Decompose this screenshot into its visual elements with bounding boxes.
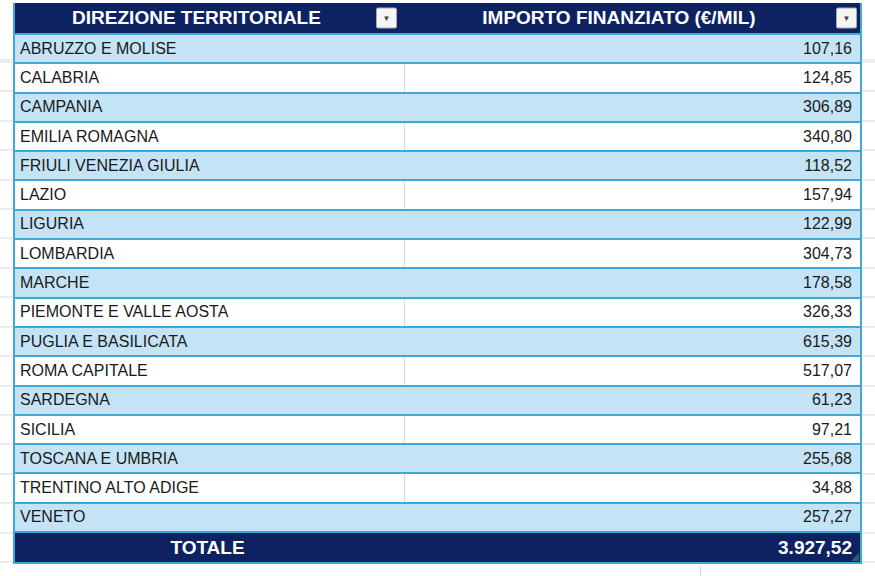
table-row: EMILIA ROMAGNA 340,80 (15, 121, 860, 150)
table-row: LOMBARDIA 304,73 (15, 238, 860, 267)
finanziamenti-table: DIREZIONE TERRITORIALE ▼ IMPORTO FINANZI… (13, 3, 862, 564)
amount-cell[interactable]: 34,88 (400, 479, 860, 497)
amount-cell[interactable]: 107,16 (400, 40, 860, 58)
table-row: TRENTINO ALTO ADIGE 34,88 (15, 472, 860, 501)
amount-cell[interactable]: 615,39 (400, 333, 860, 351)
table-row: SARDEGNA 61,23 (15, 385, 860, 414)
region-name-cell[interactable]: TRENTINO ALTO ADIGE (15, 479, 400, 497)
region-name-cell[interactable]: FRIULI VENEZIA GIULIA (15, 157, 400, 175)
region-name-cell[interactable]: LAZIO (15, 186, 400, 204)
region-name-cell[interactable]: PUGLIA E BASILICATA (15, 333, 400, 351)
sheet-left-gutter (0, 33, 13, 564)
table-body: ABRUZZO E MOLISE 107,16 CALABRIA 124,85 … (15, 33, 860, 531)
amount-cell[interactable]: 124,85 (400, 69, 860, 87)
header-label-importo: IMPORTO FINANZIATO (€/MIL) (482, 7, 777, 29)
region-name-cell[interactable]: MARCHE (15, 274, 400, 292)
sheet-right-gutter (862, 33, 875, 564)
filter-dropdown-button-direzione[interactable]: ▼ (376, 8, 397, 29)
region-name-cell[interactable]: PIEMONTE E VALLE AOSTA (15, 303, 400, 321)
table-row: FRIULI VENEZIA GIULIA 118,52 (15, 150, 860, 179)
table-total-row: TOTALE 3.927,52 (15, 531, 860, 562)
amount-cell[interactable]: 97,21 (400, 421, 860, 439)
region-name-cell[interactable]: SARDEGNA (15, 391, 400, 409)
table-row: CAMPANIA 306,89 (15, 92, 860, 121)
total-value-cell[interactable]: 3.927,52 (400, 537, 860, 559)
header-cell-direzione[interactable]: DIREZIONE TERRITORIALE ▼ (15, 3, 400, 33)
region-name-cell[interactable]: VENETO (15, 508, 400, 526)
region-name-cell[interactable]: LOMBARDIA (15, 245, 400, 263)
sheet-gridline-below (700, 566, 701, 576)
region-name-cell[interactable]: TOSCANA E UMBRIA (15, 450, 400, 468)
table-row: PIEMONTE E VALLE AOSTA 326,33 (15, 297, 860, 326)
table-header-row: DIREZIONE TERRITORIALE ▼ IMPORTO FINANZI… (15, 3, 860, 33)
region-name-cell[interactable]: LIGURIA (15, 215, 400, 233)
filter-dropdown-icon: ▼ (383, 14, 391, 22)
header-label-direzione: DIREZIONE TERRITORIALE (72, 7, 343, 29)
header-cell-importo[interactable]: IMPORTO FINANZIATO (€/MIL) ▼ (400, 3, 860, 33)
table-row: TOSCANA E UMBRIA 255,68 (15, 443, 860, 472)
table-row: LAZIO 157,94 (15, 179, 860, 208)
amount-cell[interactable]: 517,07 (400, 362, 860, 380)
amount-cell[interactable]: 61,23 (400, 391, 860, 409)
region-name-cell[interactable]: ABRUZZO E MOLISE (15, 40, 400, 58)
table-row: SICILIA 97,21 (15, 414, 860, 443)
total-label-cell[interactable]: TOTALE (15, 537, 400, 559)
table-row: CALABRIA 124,85 (15, 62, 860, 91)
table-row: MARCHE 178,58 (15, 267, 860, 296)
table-row: ROMA CAPITALE 517,07 (15, 355, 860, 384)
filter-dropdown-button-importo[interactable]: ▼ (836, 8, 857, 29)
region-name-cell[interactable]: SICILIA (15, 421, 400, 439)
amount-cell[interactable]: 340,80 (400, 128, 860, 146)
amount-cell[interactable]: 306,89 (400, 98, 860, 116)
table-row: ABRUZZO E MOLISE 107,16 (15, 33, 860, 62)
region-name-cell[interactable]: EMILIA ROMAGNA (15, 128, 400, 146)
region-name-cell[interactable]: CALABRIA (15, 69, 400, 87)
amount-cell[interactable]: 257,27 (400, 508, 860, 526)
spreadsheet-canvas: DIREZIONE TERRITORIALE ▼ IMPORTO FINANZI… (0, 0, 875, 576)
table-row: VENETO 257,27 (15, 502, 860, 531)
amount-cell[interactable]: 118,52 (400, 157, 860, 175)
table-resize-handle[interactable] (851, 553, 859, 561)
table-row: LIGURIA 122,99 (15, 209, 860, 238)
amount-cell[interactable]: 157,94 (400, 186, 860, 204)
amount-cell[interactable]: 304,73 (400, 245, 860, 263)
table-row: PUGLIA E BASILICATA 615,39 (15, 326, 860, 355)
amount-cell[interactable]: 255,68 (400, 450, 860, 468)
filter-dropdown-icon: ▼ (843, 14, 851, 22)
amount-cell[interactable]: 178,58 (400, 274, 860, 292)
region-name-cell[interactable]: ROMA CAPITALE (15, 362, 400, 380)
region-name-cell[interactable]: CAMPANIA (15, 98, 400, 116)
amount-cell[interactable]: 326,33 (400, 303, 860, 321)
amount-cell[interactable]: 122,99 (400, 215, 860, 233)
